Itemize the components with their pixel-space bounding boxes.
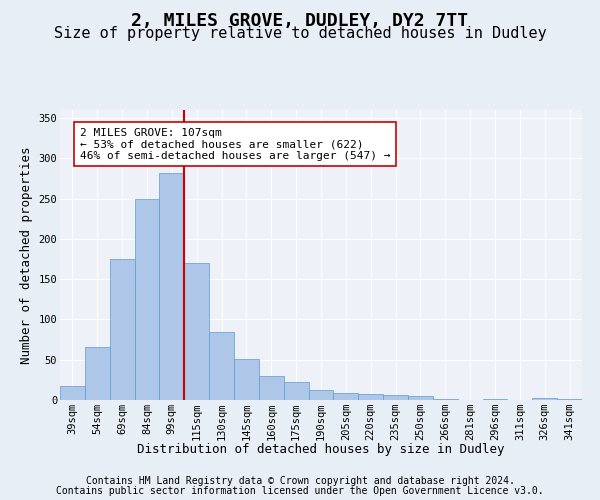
Bar (308, 390, 334, 400)
Bar (383, 395, 408, 400)
Bar (234, 359, 259, 400)
Text: Size of property relative to detached houses in Dudley: Size of property relative to detached ho… (53, 26, 547, 41)
Text: 2 MILES GROVE: 107sqm
← 53% of detached houses are smaller (622)
46% of semi-det: 2 MILES GROVE: 107sqm ← 53% of detached … (80, 128, 391, 161)
Text: Contains HM Land Registry data © Crown copyright and database right 2024.: Contains HM Land Registry data © Crown c… (86, 476, 514, 486)
Bar (334, 393, 358, 400)
Text: Distribution of detached houses by size in Dudley: Distribution of detached houses by size … (137, 442, 505, 456)
Bar (408, 396, 433, 400)
Bar (134, 200, 160, 400)
Bar (209, 332, 234, 400)
Text: 2, MILES GROVE, DUDLEY, DY2 7TT: 2, MILES GROVE, DUDLEY, DY2 7TT (131, 12, 469, 30)
Y-axis label: Number of detached properties: Number of detached properties (20, 146, 33, 364)
Bar (60, 386, 85, 400)
Bar (160, 173, 184, 400)
Bar (284, 382, 308, 400)
Bar (110, 259, 134, 400)
Bar (433, 399, 458, 400)
Bar (358, 394, 383, 400)
Bar (557, 399, 582, 400)
Bar (184, 263, 209, 400)
Bar (85, 347, 110, 400)
Text: Contains public sector information licensed under the Open Government Licence v3: Contains public sector information licen… (56, 486, 544, 496)
Bar (482, 399, 508, 400)
Bar (532, 398, 557, 400)
Bar (259, 376, 284, 400)
